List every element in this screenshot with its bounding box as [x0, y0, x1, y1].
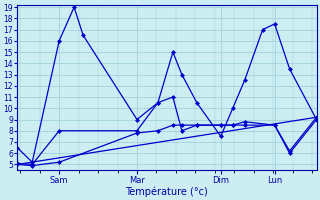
X-axis label: Température (°c): Température (°c) — [125, 186, 208, 197]
